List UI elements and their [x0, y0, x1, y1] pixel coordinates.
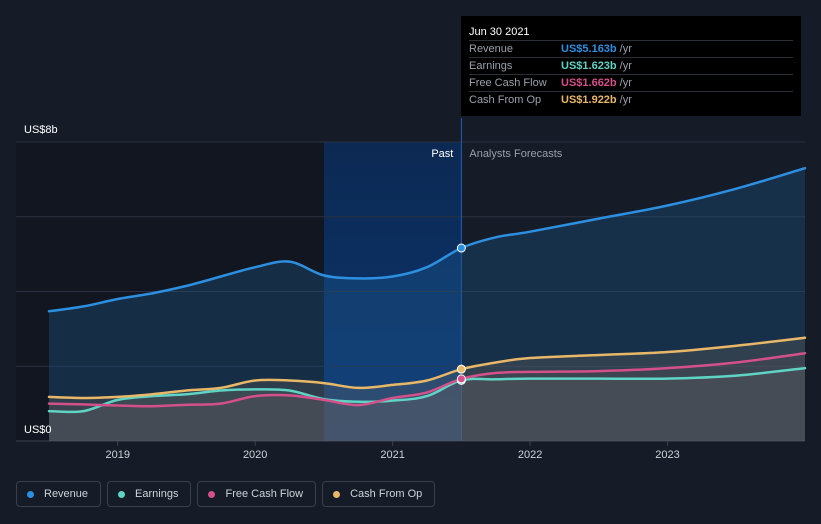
legend-label: Cash From Op: [350, 488, 423, 500]
y-axis-bottom-label: US$0: [24, 424, 52, 436]
tooltip-label: Cash From Op: [469, 94, 542, 106]
tooltip-label: Earnings: [469, 60, 513, 72]
data-point-revenue: [456, 243, 466, 253]
series-area-cash-from-op: [49, 337, 805, 441]
tooltip-unit: /yr: [619, 94, 632, 106]
x-tick-label: 2022: [518, 449, 542, 461]
tooltip-value: US$5.163b: [561, 43, 617, 55]
x-tick-label: 2021: [380, 449, 404, 461]
series-line-free-cash-flow: [47, 351, 807, 408]
legend-label: Free Cash Flow: [225, 488, 304, 500]
legend-dot-icon: [208, 490, 216, 498]
tooltip-row-free-cash-flow: Free Cash Flow US$1.662b /yr: [469, 74, 793, 91]
tooltip-unit: /yr: [619, 77, 632, 89]
series-line-cash-from-op: [47, 336, 807, 400]
tooltip-row-earnings: Earnings US$1.623b /yr: [469, 57, 793, 74]
past-label: Past: [431, 148, 453, 160]
data-point-cash-from-op: [456, 364, 466, 374]
legend-label: Earnings: [135, 488, 179, 500]
tooltip-label: Free Cash Flow: [469, 77, 547, 89]
forecast-label: Analysts Forecasts: [469, 148, 562, 160]
legend-item-free-cash-flow[interactable]: Free Cash Flow: [197, 481, 317, 507]
legend-item-revenue[interactable]: Revenue: [16, 481, 102, 507]
legend-item-cash-from-op[interactable]: Cash From Op: [322, 481, 436, 507]
tooltip-label: Revenue: [469, 43, 514, 55]
data-point-free-cash-flow: [456, 374, 466, 384]
legend-item-earnings[interactable]: Earnings: [107, 481, 192, 507]
tooltip-value: US$1.922b: [561, 94, 617, 106]
legend-dot-icon: [333, 490, 341, 498]
series-area-revenue: [49, 168, 805, 441]
x-tick-label: 2020: [243, 449, 267, 461]
legend-dot-icon: [118, 490, 126, 498]
tooltip-panel: Jun 30 2021 Revenue US$5.163b /yr Earnin…: [461, 16, 801, 116]
tooltip-unit: /yr: [619, 60, 632, 72]
x-tick-label: 2023: [655, 449, 679, 461]
y-axis-top-label: US$8b: [24, 124, 58, 136]
tooltip-unit: /yr: [619, 43, 632, 55]
tooltip-value: US$1.623b: [561, 60, 617, 72]
tooltip-value: US$1.662b: [561, 77, 617, 89]
legend-dot-icon: [27, 490, 34, 498]
tooltip-row-revenue: Revenue US$5.163b /yr: [469, 40, 793, 57]
legend: Revenue Earnings Free Cash Flow Cash Fro…: [16, 481, 436, 507]
series-line-revenue: [47, 166, 807, 313]
legend-label: Revenue: [44, 488, 89, 500]
series-area-earnings: [49, 368, 805, 441]
tooltip-date: Jun 30 2021: [469, 26, 530, 38]
tooltip-row-cash-from-op: Cash From Op US$1.922b /yr: [469, 91, 793, 108]
series-line-earnings: [47, 366, 807, 414]
x-tick-label: 2019: [105, 449, 129, 461]
